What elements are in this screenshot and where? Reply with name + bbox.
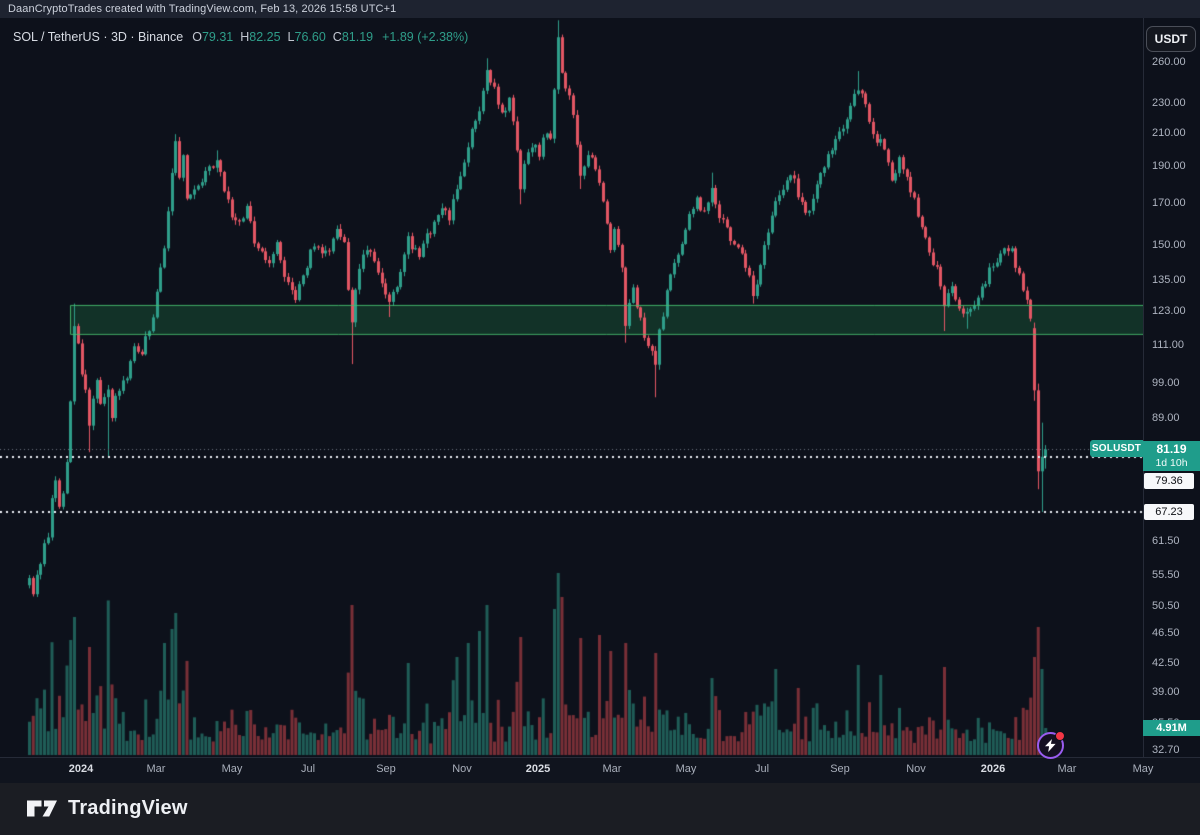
price-tick-label: 230.00 [1152, 96, 1186, 109]
symbol-tag-label: SOLUSDT [1091, 443, 1142, 455]
time-tick-label: Mar [1057, 763, 1077, 775]
last-price-label: 81.19 1d 10h [1143, 441, 1200, 472]
attribution-bar: DaanCryptoTrades created with TradingVie… [0, 0, 1200, 18]
time-tick-label: May [221, 763, 243, 775]
ohlc-pair: H82.25 [240, 30, 281, 44]
price-tick-label: 42.50 [1152, 657, 1180, 670]
ohlc-pair: L76.60 [287, 30, 326, 44]
price-tick-label: 111.00 [1152, 338, 1185, 351]
time-tick-label: 2026 [980, 763, 1006, 775]
time-tick-label: Mar [146, 763, 166, 775]
price-tick-label: 123.00 [1152, 304, 1186, 317]
hline-price-label: 67.23 [1144, 503, 1194, 520]
price-chart-canvas[interactable] [0, 18, 1143, 757]
time-tick-label: Nov [906, 763, 926, 775]
chart-pane: SOL / TetherUS · 3D · Binance O79.31 H82.… [0, 18, 1200, 783]
tradingview-logo-icon [27, 800, 57, 817]
ohlc-pair: O79.31 [192, 30, 234, 44]
price-tick-label: 135.00 [1152, 273, 1186, 286]
price-tick-label: 210.00 [1152, 127, 1186, 140]
brand-name: TradingView [68, 797, 188, 819]
volume-value-label: 4.91M [1143, 720, 1200, 736]
time-tick-label: Mar [602, 763, 622, 775]
price-tick-label: 150.00 [1152, 238, 1186, 251]
time-tick-label: Nov [452, 763, 472, 775]
time-tick-label: Jul [300, 763, 316, 775]
bar-countdown: 1d 10h [1155, 457, 1188, 470]
time-tick-label: 2024 [68, 763, 94, 775]
events-badge [1055, 731, 1065, 741]
price-axis[interactable]: 260.00 230.00 210.00 190.00 170.00 150.00 135.… [1143, 18, 1200, 757]
tradingview-brand[interactable]: TradingView [26, 797, 188, 820]
lightning-icon [1045, 739, 1056, 752]
time-tick-label: Sep [830, 763, 850, 775]
attribution-text: DaanCryptoTrades created with TradingVie… [8, 3, 397, 15]
time-tick-label: Jul [754, 763, 770, 775]
ohlc-pair: C81.19 [332, 30, 374, 44]
price-tick-label: 39.00 [1152, 685, 1180, 698]
price-tick-label: 55.50 [1152, 568, 1180, 581]
chart-legend: SOL / TetherUS · 3D · Binance O79.31 H82.… [13, 30, 468, 44]
price-tick-label: 46.50 [1152, 627, 1180, 640]
price-tick-label: 50.50 [1152, 599, 1180, 612]
currency-toggle-button[interactable]: USDT [1146, 26, 1196, 52]
time-tick-label: Sep [376, 763, 396, 775]
time-tick-label: 2025 [525, 763, 551, 775]
time-tick-label: May [1132, 763, 1154, 775]
hline-price-label: 79.36 [1144, 473, 1194, 490]
price-tick-label: 260.00 [1152, 56, 1186, 69]
last-price-value: 81.19 [1156, 442, 1187, 457]
price-tick-label: 89.00 [1152, 411, 1180, 424]
price-tick-label: 61.50 [1152, 534, 1180, 547]
time-axis[interactable]: 2024 Mar May Jul Sep Nov 2025 Mar May Jul Sep Nov 20… [0, 757, 1200, 783]
ohlc-values: O79.31 H82.25 L76.60 C81.19 [192, 30, 373, 44]
price-tick-label: 170.00 [1152, 197, 1186, 210]
bottom-brand-bar: TradingView [0, 782, 1200, 835]
change-value: +1.89 (+2.38%) [382, 30, 469, 44]
price-tick-label: 32.70 [1152, 744, 1180, 757]
price-tick-label: 190.00 [1152, 160, 1186, 173]
symbol-title[interactable]: SOL / TetherUS · 3D · Binance [13, 30, 184, 44]
symbol-price-tag: SOLUSDT [1090, 440, 1143, 458]
events-icon[interactable] [1037, 731, 1065, 759]
price-tick-label: 99.00 [1152, 376, 1180, 389]
time-tick-label: May [675, 763, 697, 775]
